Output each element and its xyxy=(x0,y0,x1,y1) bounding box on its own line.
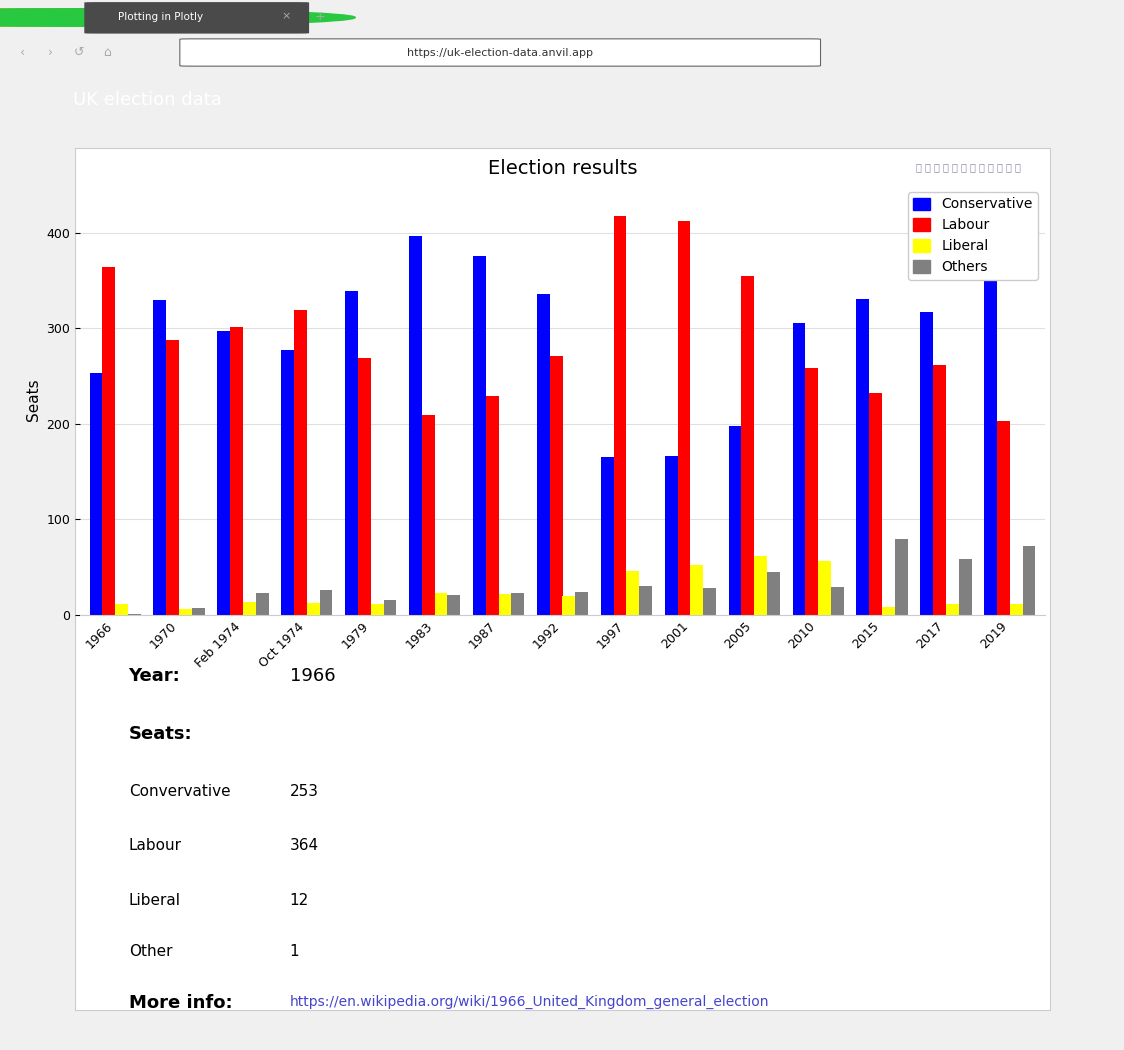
Bar xyxy=(256,593,269,615)
Bar xyxy=(626,571,640,615)
Bar xyxy=(754,555,767,615)
Bar xyxy=(562,596,575,615)
Text: https://en.wikipedia.org/wiki/1966_United_Kingdom_general_election: https://en.wikipedia.org/wiki/1966_Unite… xyxy=(290,994,769,1009)
Bar xyxy=(614,215,626,615)
FancyBboxPatch shape xyxy=(180,39,821,66)
Text: +: + xyxy=(315,10,326,23)
Bar xyxy=(294,310,307,615)
Text: Plotting in Plotly: Plotting in Plotly xyxy=(118,12,203,22)
Bar xyxy=(550,356,562,615)
Bar xyxy=(102,267,115,615)
Text: ⬜ ⬜ ⬜ ⬜ ⬜ ⬜ ⬜ ⬜ ⬜ ⬜ ⬜ ⬜: ⬜ ⬜ ⬜ ⬜ ⬜ ⬜ ⬜ ⬜ ⬜ ⬜ ⬜ ⬜ xyxy=(916,163,1021,172)
Bar xyxy=(856,298,869,615)
Text: Liberal: Liberal xyxy=(128,892,181,908)
Bar xyxy=(882,607,895,615)
Bar xyxy=(895,539,907,615)
Text: 1: 1 xyxy=(290,944,299,959)
Bar xyxy=(154,299,166,615)
Bar xyxy=(767,572,780,615)
Y-axis label: Seats: Seats xyxy=(26,379,40,421)
Bar xyxy=(537,294,550,615)
Bar xyxy=(575,592,588,615)
Circle shape xyxy=(0,8,355,26)
Text: 12: 12 xyxy=(290,892,309,908)
Bar xyxy=(371,605,383,615)
Bar xyxy=(704,588,716,615)
Bar xyxy=(409,235,422,615)
FancyBboxPatch shape xyxy=(84,2,309,34)
Bar xyxy=(869,394,882,615)
Text: 364: 364 xyxy=(290,838,318,854)
Text: Other: Other xyxy=(128,944,172,959)
Bar xyxy=(243,602,256,615)
Text: Labour: Labour xyxy=(128,838,182,854)
Bar xyxy=(281,351,294,615)
Text: 1966: 1966 xyxy=(290,667,335,685)
Bar xyxy=(933,364,946,615)
Bar xyxy=(640,586,652,615)
Bar xyxy=(959,559,971,615)
Text: More info:: More info: xyxy=(128,994,233,1012)
Bar xyxy=(806,369,818,615)
Bar xyxy=(486,396,499,615)
Bar xyxy=(985,267,997,615)
Text: 253: 253 xyxy=(290,783,318,799)
Bar xyxy=(230,328,243,615)
Bar xyxy=(115,604,128,615)
Text: Convervative: Convervative xyxy=(128,783,230,799)
Text: Seats:: Seats: xyxy=(128,726,192,743)
Bar xyxy=(383,600,397,615)
Bar xyxy=(307,603,319,615)
Bar xyxy=(217,331,230,615)
Bar xyxy=(499,594,511,615)
Circle shape xyxy=(0,8,306,26)
Text: ›: › xyxy=(48,46,53,59)
Bar xyxy=(179,609,192,615)
Text: ×: × xyxy=(282,12,291,22)
Bar xyxy=(678,222,690,615)
Bar xyxy=(742,276,754,615)
Text: ⌂: ⌂ xyxy=(102,46,111,59)
Bar xyxy=(473,256,486,615)
Text: ↺: ↺ xyxy=(73,46,84,59)
Bar xyxy=(319,590,333,615)
Bar xyxy=(90,373,102,615)
Bar xyxy=(690,565,704,615)
Bar xyxy=(946,604,959,615)
Bar xyxy=(1009,605,1023,615)
Text: https://uk-election-data.anvil.app: https://uk-election-data.anvil.app xyxy=(407,47,593,58)
Circle shape xyxy=(0,8,330,26)
Bar xyxy=(921,312,933,615)
Bar xyxy=(818,561,831,615)
Bar xyxy=(601,458,614,615)
Text: UK election data: UK election data xyxy=(73,91,221,109)
Bar xyxy=(422,416,435,615)
Text: Year:: Year: xyxy=(128,667,180,685)
Legend: Conservative, Labour, Liberal, Others: Conservative, Labour, Liberal, Others xyxy=(908,192,1039,280)
Bar xyxy=(792,322,806,615)
Bar xyxy=(166,340,179,615)
Text: ‹: ‹ xyxy=(20,46,25,59)
Bar xyxy=(511,593,524,615)
Bar xyxy=(345,291,359,615)
Bar xyxy=(664,457,678,615)
Title: Election results: Election results xyxy=(488,159,637,177)
Bar xyxy=(359,358,371,615)
Bar xyxy=(997,421,1009,615)
Bar xyxy=(447,595,460,615)
Bar xyxy=(728,426,742,615)
Bar xyxy=(831,587,844,615)
Bar xyxy=(192,608,205,615)
Bar xyxy=(435,593,447,615)
Bar xyxy=(1023,546,1035,615)
